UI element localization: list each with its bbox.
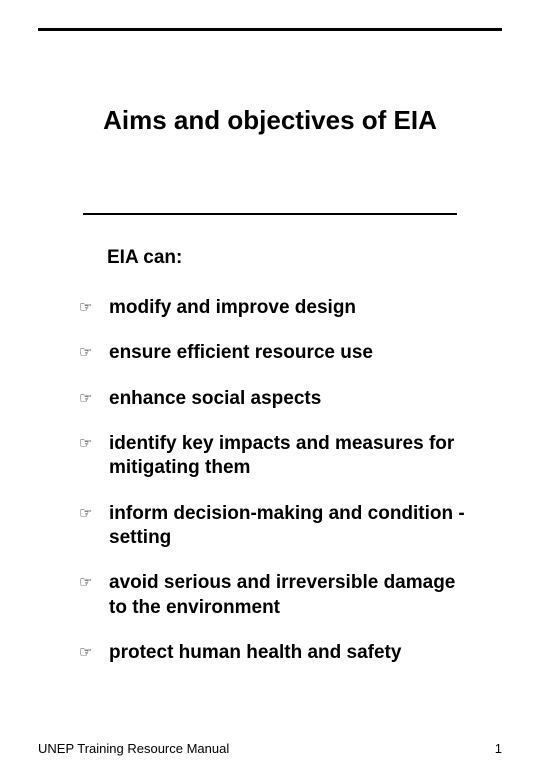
list-item-text: identify key impacts and measures for mi… bbox=[109, 432, 475, 481]
page-number: 1 bbox=[495, 741, 502, 756]
pointing-hand-icon: ☞ bbox=[79, 502, 97, 526]
pointing-hand-icon: ☞ bbox=[79, 341, 97, 365]
list-item: ☞ modify and improve design bbox=[79, 296, 475, 320]
footer-source: UNEP Training Resource Manual bbox=[38, 741, 229, 756]
pointing-hand-icon: ☞ bbox=[79, 296, 97, 320]
top-horizontal-rule bbox=[38, 28, 502, 31]
list-item-text: avoid serious and irreversible damage to… bbox=[109, 571, 475, 620]
middle-horizontal-rule bbox=[83, 213, 457, 215]
list-item: ☞ protect human health and safety bbox=[79, 641, 475, 665]
list-item-text: enhance social aspects bbox=[109, 387, 321, 411]
pointing-hand-icon: ☞ bbox=[79, 571, 97, 595]
pointing-hand-icon: ☞ bbox=[79, 387, 97, 411]
list-item-text: ensure efficient resource use bbox=[109, 341, 373, 365]
list-item-text: protect human health and safety bbox=[109, 641, 401, 665]
page-title: Aims and objectives of EIA bbox=[0, 105, 540, 136]
list-item: ☞ enhance social aspects bbox=[79, 387, 475, 411]
list-item: ☞ identify key impacts and measures for … bbox=[79, 432, 475, 481]
bullet-list: ☞ modify and improve design ☞ ensure eff… bbox=[79, 296, 475, 686]
list-item: ☞ avoid serious and irreversible damage … bbox=[79, 571, 475, 620]
footer: UNEP Training Resource Manual 1 bbox=[38, 741, 502, 756]
subtitle: EIA can: bbox=[107, 247, 182, 269]
list-item: ☞ ensure efficient resource use bbox=[79, 341, 475, 365]
list-item-text: modify and improve design bbox=[109, 296, 356, 320]
pointing-hand-icon: ☞ bbox=[79, 641, 97, 665]
list-item-text: inform decision-making and condition -se… bbox=[109, 502, 475, 551]
list-item: ☞ inform decision-making and condition -… bbox=[79, 502, 475, 551]
pointing-hand-icon: ☞ bbox=[79, 432, 97, 456]
